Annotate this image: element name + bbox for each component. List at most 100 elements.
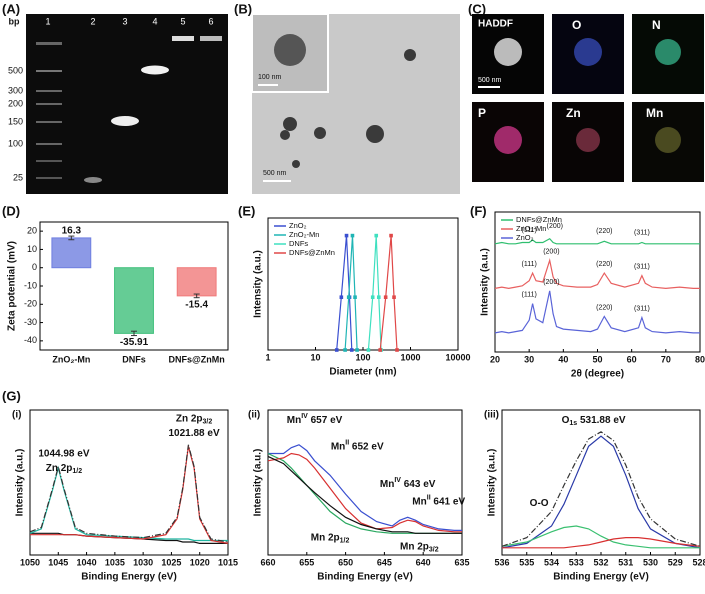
gel-unit: bp [9, 16, 20, 26]
tem-particles [280, 49, 416, 168]
subpanel-label: (i) [12, 410, 21, 421]
x-tick-label: DNFs [122, 354, 146, 364]
marker [346, 295, 351, 299]
x-tick-label: 80 [695, 354, 705, 364]
x-tick-label: 1025 [161, 557, 181, 567]
eds-tiles [472, 14, 704, 182]
panel-label: (E) [238, 203, 255, 218]
annotation-part: II [427, 495, 431, 502]
x-tick-label: 529 [668, 557, 683, 567]
legend-label: ZnO₂-Mn [516, 224, 546, 233]
annotation-part: O-O [530, 497, 549, 508]
value-label: -15.4 [185, 300, 208, 311]
annotation-part: 643 eV [401, 479, 436, 490]
marker [389, 233, 393, 238]
series-line [379, 235, 398, 351]
y-tick-label: -10 [24, 280, 37, 290]
x-axis-label: Diameter (nm) [329, 367, 396, 378]
bar [51, 237, 92, 269]
annotation: (111) [522, 292, 537, 299]
series-line [502, 537, 701, 549]
series-line [494, 258, 700, 290]
y-axis-label: Zeta potential (mV) [7, 241, 18, 331]
annotation-part: IV [394, 477, 401, 484]
annotation: (220) [596, 304, 612, 311]
series-line [494, 237, 700, 245]
lane-label: 2 [90, 16, 95, 26]
y-axis-label: Intensity (a.u.) [253, 449, 264, 517]
x-tick-label: 528 [692, 557, 705, 567]
x-tick-label: 70 [661, 354, 671, 364]
x-tick-label: 535 [519, 557, 534, 567]
x-axis-label: Binding Energy (eV) [553, 572, 649, 583]
marker [334, 348, 339, 352]
series-line [267, 452, 462, 534]
annotation: 1021.88 eV [168, 428, 219, 439]
x-tick-label: 50 [592, 354, 602, 364]
x-tick-label: 40 [558, 354, 568, 364]
annotation-part: O [562, 415, 570, 426]
legend-label: DNFs [289, 239, 308, 248]
x-tick-label: 532 [593, 557, 608, 567]
marker [383, 295, 388, 299]
series-line [267, 455, 462, 534]
y-tick-label: -30 [24, 317, 37, 327]
marker-label: 150 [8, 116, 23, 126]
x-tick-label: 1000 [400, 352, 420, 362]
marker [374, 233, 379, 238]
x-tick-label: 635 [454, 557, 469, 567]
plot-frame [29, 409, 229, 556]
error-bar [193, 293, 200, 299]
y-tick-label: -40 [24, 335, 37, 345]
annotation-part: 3/2 [203, 419, 213, 426]
annotation-part: 657 eV [308, 415, 343, 426]
marker-label: 300 [8, 85, 23, 95]
x-tick-label: 1020 [190, 557, 210, 567]
x-tick-label: 1035 [105, 557, 125, 567]
marker-label: 200 [8, 98, 23, 108]
x-tick-label: 1 [265, 352, 270, 362]
annotation-part: (111) [522, 261, 537, 268]
annotation: (200) [547, 223, 563, 230]
annotation-part: (311) [634, 229, 650, 236]
gel-bands [36, 36, 222, 183]
bar [176, 267, 217, 297]
x-tick-label: 1015 [218, 557, 238, 567]
annotation-part: (111) [522, 227, 537, 234]
y-axis-label: Intensity (a.u.) [480, 248, 491, 316]
x-tick-label: 531 [618, 557, 633, 567]
value-label: 16.3 [62, 226, 82, 237]
eds-label: N [652, 18, 661, 32]
series-line [30, 446, 229, 544]
x-tick-label: 1045 [48, 557, 68, 567]
annotation: 1044.98 eV [38, 448, 89, 459]
x-tick-label: 1030 [133, 557, 153, 567]
legend-label: DNFs@ZnMn [516, 215, 562, 224]
x-tick-label: ZnO₂-Mn [52, 354, 90, 364]
x-axis-label: Binding Energy (eV) [81, 572, 177, 583]
annotation-part: (111) [522, 292, 537, 299]
x-tick-label: 1040 [77, 557, 97, 567]
x-tick-label: 60 [627, 354, 637, 364]
annotation-part: 531.88 eV [577, 415, 626, 426]
marker [355, 348, 359, 352]
annotation: MnII 641 eV [412, 495, 465, 507]
y-tick-label: -20 [24, 299, 37, 309]
x-tick-label: 650 [338, 557, 353, 567]
legend-label: ZnO₂-Mn [289, 230, 319, 239]
annotation: (200) [543, 248, 559, 255]
lane-label: 1 [45, 16, 50, 26]
x-tick-label: 530 [643, 557, 658, 567]
x-tick-label: 534 [544, 557, 559, 567]
annotation: Zn 2p3/2 [176, 413, 213, 426]
annotation: (111) [522, 227, 537, 234]
marker-label: 25 [13, 172, 23, 182]
annotation-part: Mn [380, 479, 394, 490]
panel-label: (G) [2, 388, 21, 403]
series-line [494, 290, 700, 334]
y-tick-label: 10 [27, 244, 37, 254]
marker [344, 233, 349, 238]
annotation-part: II [345, 440, 349, 447]
value-label: -35.91 [120, 337, 149, 348]
